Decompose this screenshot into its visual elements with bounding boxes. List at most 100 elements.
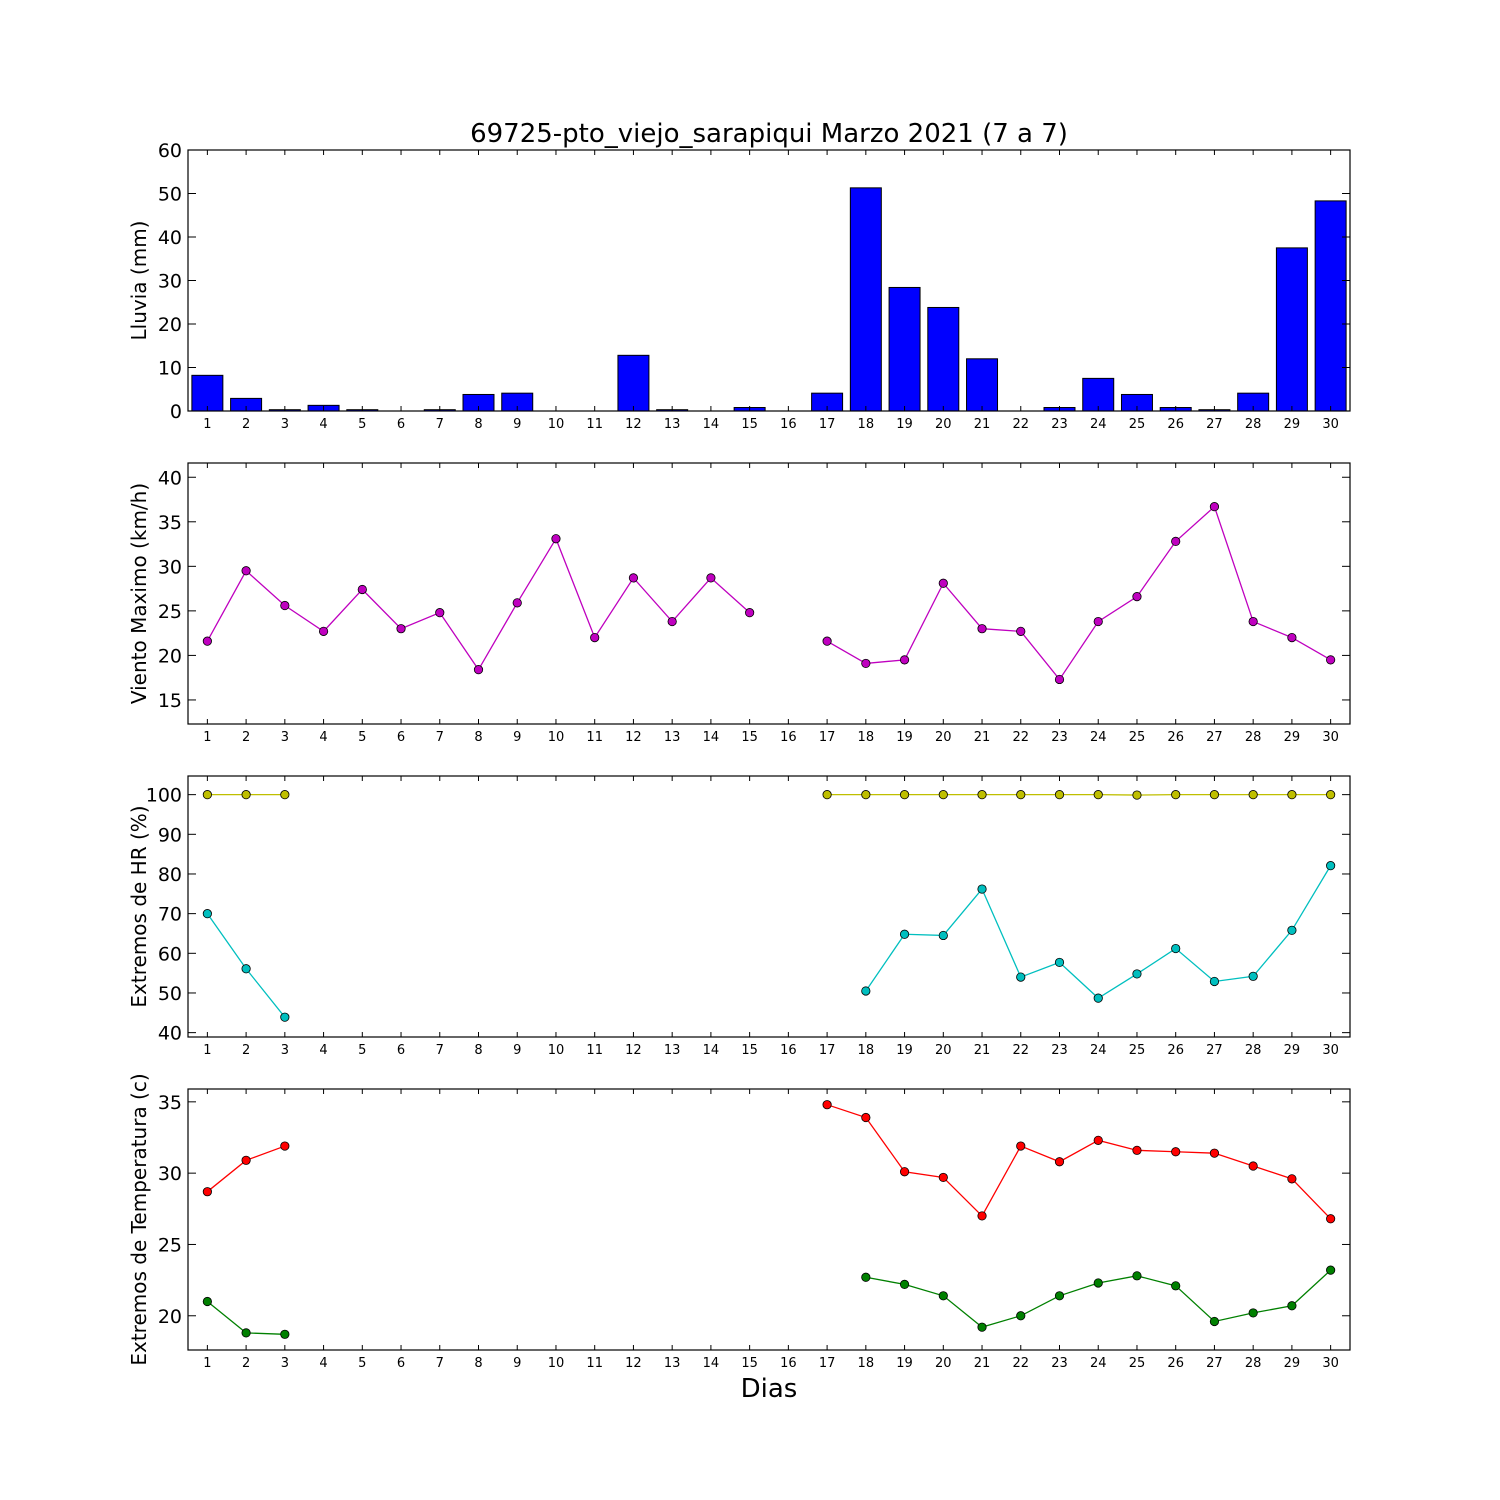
point-temperatura-2-23: [1054, 1291, 1065, 1301]
x-tick-label-lluvia-6: 6: [397, 417, 405, 432]
x-tick-label-viento-16: 16: [780, 730, 797, 745]
bar-lluvia-12: [617, 354, 650, 412]
x-tick-label-temperatura-19: 19: [896, 1356, 913, 1371]
point-temperatura-2-28: [1248, 1308, 1258, 1318]
point-viento-1-27: [1209, 502, 1220, 512]
x-tick-label-humedad-27: 27: [1206, 1043, 1223, 1058]
point-humedad-2-3: [280, 1012, 290, 1022]
x-tick-label-lluvia-12: 12: [625, 417, 642, 432]
point-viento-1-17: [822, 636, 832, 646]
y-tick-label-humedad-40: 40: [158, 1023, 182, 1045]
x-tick-label-temperatura-22: 22: [1012, 1356, 1029, 1371]
x-tick-label-lluvia-11: 11: [586, 417, 603, 432]
x-tick-label-humedad-9: 9: [513, 1043, 521, 1058]
x-tick-label-viento-26: 26: [1167, 730, 1184, 745]
point-humedad-1-19: [899, 790, 910, 800]
x-tick-label-viento-5: 5: [358, 730, 366, 745]
point-humedad-1-3: [280, 790, 290, 800]
x-tick-label-lluvia-27: 27: [1206, 417, 1223, 432]
x-tick-label-temperatura-8: 8: [474, 1356, 482, 1371]
x-tick-label-humedad-22: 22: [1012, 1043, 1029, 1058]
point-humedad-1-30: [1326, 790, 1336, 800]
x-tick-label-viento-27: 27: [1206, 730, 1223, 745]
point-temperatura-2-21: [977, 1322, 987, 1332]
point-viento-1-1: [202, 636, 212, 646]
x-tick-label-temperatura-11: 11: [586, 1356, 603, 1371]
point-humedad-1-2: [241, 790, 251, 800]
point-temperatura-1-20: [938, 1172, 948, 1183]
x-tick-label-temperatura-28: 28: [1245, 1356, 1262, 1371]
x-tick-label-lluvia-25: 25: [1129, 417, 1146, 432]
x-tick-label-viento-6: 6: [397, 730, 405, 745]
x-tick-label-humedad-23: 23: [1051, 1043, 1068, 1058]
x-tick-label-viento-21: 21: [974, 730, 991, 745]
y-tick-label-humedad-60: 60: [158, 943, 182, 965]
y-tick-label-temperatura-20: 20: [158, 1306, 182, 1328]
x-tick-label-viento-13: 13: [664, 730, 681, 745]
point-humedad-1-22: [1016, 790, 1026, 800]
x-tick-label-viento-3: 3: [281, 730, 289, 745]
point-temperatura-1-24: [1093, 1135, 1103, 1145]
point-temperatura-1-29: [1287, 1174, 1297, 1184]
x-tick-label-humedad-1: 1: [203, 1043, 211, 1058]
axes-frame-temperatura: [187, 1088, 1351, 1351]
x-tick-label-temperatura-14: 14: [703, 1356, 720, 1371]
x-tick-label-lluvia-1: 1: [203, 417, 211, 432]
x-tick-label-viento-30: 30: [1322, 730, 1339, 745]
x-tick-label-lluvia-17: 17: [819, 417, 836, 432]
y-tick-label-humedad-70: 70: [158, 904, 182, 926]
x-tick-label-temperatura-29: 29: [1284, 1356, 1301, 1371]
x-tick-label-temperatura-15: 15: [741, 1356, 758, 1371]
x-tick-label-viento-12: 12: [625, 730, 642, 745]
x-tick-label-humedad-3: 3: [281, 1043, 289, 1058]
point-viento-1-28: [1248, 616, 1258, 627]
point-viento-1-21: [977, 624, 987, 634]
x-tick-label-humedad-2: 2: [242, 1043, 250, 1058]
point-temperatura-1-17: [822, 1100, 832, 1110]
bar-lluvia-18: [849, 187, 882, 412]
point-temperatura-1-27: [1209, 1148, 1220, 1158]
bar-lluvia-1: [191, 374, 224, 412]
point-viento-1-11: [590, 632, 600, 643]
x-tick-label-temperatura-10: 10: [548, 1356, 565, 1371]
point-humedad-1-20: [938, 790, 948, 800]
point-viento-1-15: [745, 608, 755, 618]
x-tick-label-viento-2: 2: [242, 730, 250, 745]
x-tick-label-lluvia-15: 15: [741, 417, 758, 432]
point-humedad-2-25: [1132, 969, 1142, 979]
x-tick-label-humedad-15: 15: [741, 1043, 758, 1058]
y-tick-label-lluvia-50: 50: [158, 184, 182, 206]
x-tick-label-humedad-19: 19: [896, 1043, 913, 1058]
x-tick-label-viento-23: 23: [1051, 730, 1068, 745]
x-tick-label-lluvia-18: 18: [858, 417, 875, 432]
x-tick-label-lluvia-8: 8: [474, 417, 482, 432]
point-viento-1-6: [396, 624, 406, 634]
x-tick-label-temperatura-23: 23: [1051, 1356, 1068, 1371]
x-tick-label-temperatura-26: 26: [1167, 1356, 1184, 1371]
x-tick-label-lluvia-2: 2: [242, 417, 250, 432]
point-viento-1-8: [473, 665, 484, 675]
axes-frame-humedad: [187, 775, 1351, 1038]
x-tick-label-viento-29: 29: [1284, 730, 1301, 745]
x-tick-label-viento-7: 7: [436, 730, 444, 745]
point-humedad-1-24: [1093, 790, 1103, 800]
x-tick-label-lluvia-19: 19: [896, 417, 913, 432]
point-humedad-2-30: [1326, 861, 1336, 871]
x-tick-label-temperatura-20: 20: [935, 1356, 952, 1371]
point-temperatura-1-23: [1054, 1157, 1065, 1167]
series-line-temperatura-2: [206, 1269, 1332, 1335]
point-viento-1-24: [1093, 616, 1103, 627]
bar-lluvia-29: [1275, 247, 1308, 412]
x-tick-label-temperatura-24: 24: [1090, 1356, 1107, 1371]
y-tick-label-humedad-90: 90: [158, 824, 182, 846]
x-tick-label-viento-8: 8: [474, 730, 482, 745]
point-temperatura-1-21: [977, 1211, 987, 1221]
x-tick-label-temperatura-27: 27: [1206, 1356, 1223, 1371]
x-tick-label-temperatura-5: 5: [358, 1356, 366, 1371]
point-viento-1-3: [280, 600, 290, 611]
point-humedad-2-28: [1248, 971, 1258, 981]
x-tick-label-humedad-26: 26: [1167, 1043, 1184, 1058]
x-tick-label-lluvia-29: 29: [1284, 417, 1301, 432]
panel-humedad: 1 2 3 4 5 6 7 8 9 10 11 12 13 14 15 16 17 18 19 20 21 22 23 24 2…: [127, 775, 1351, 1058]
